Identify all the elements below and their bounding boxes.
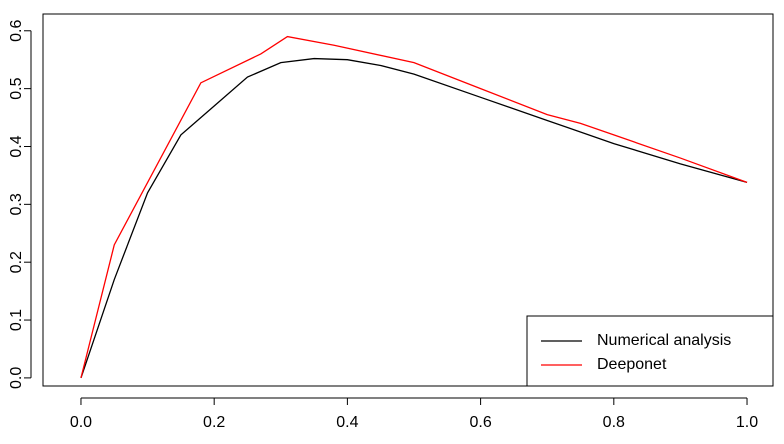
y-tick-label: 0.6: [8, 20, 25, 42]
legend-box: [526, 315, 774, 387]
x-tick-label: 0.2: [203, 414, 225, 431]
legend-label: Numerical analysis: [597, 332, 731, 349]
x-tick-label: 0.8: [603, 414, 625, 431]
y-tick-label: 0.0: [8, 367, 25, 389]
y-tick-label: 0.5: [8, 77, 25, 99]
x-tick-label: 0.0: [70, 414, 92, 431]
plot-box: [42, 13, 774, 387]
legend-label: Deeponet: [597, 356, 667, 373]
x-tick-label: 0.6: [469, 414, 491, 431]
y-tick-label: 0.3: [8, 193, 25, 215]
y-tick-label: 0.2: [8, 251, 25, 273]
data-line: [80, 35, 748, 379]
y-tick-label: 0.1: [8, 309, 25, 331]
x-tick-label: 1.0: [736, 414, 758, 431]
x-tick-label: 0.4: [336, 414, 358, 431]
y-tick-label: 0.4: [8, 135, 25, 157]
data-line: [80, 57, 748, 379]
